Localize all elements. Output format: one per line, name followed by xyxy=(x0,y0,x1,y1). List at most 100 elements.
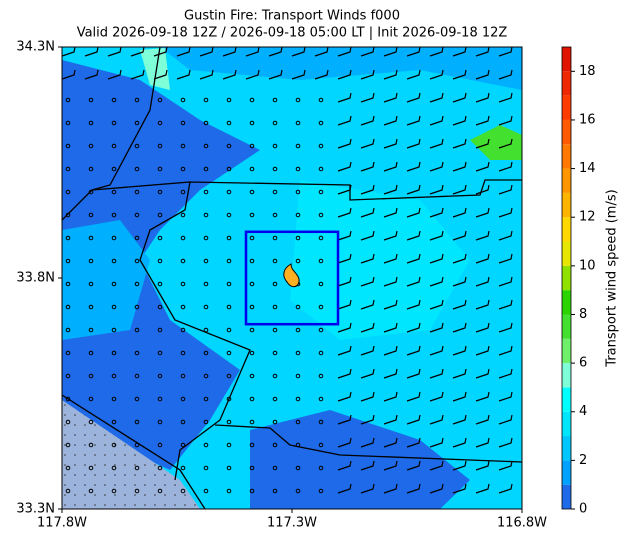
colorbar-segment xyxy=(562,168,571,193)
wind-barb xyxy=(62,47,76,57)
wind-barb xyxy=(360,345,375,356)
wind-barb xyxy=(337,207,352,218)
wind-barb xyxy=(475,483,490,494)
calm-marker xyxy=(318,120,324,126)
wind-barb xyxy=(475,253,490,264)
calm-marker xyxy=(226,258,232,264)
calm-marker xyxy=(295,488,301,494)
calm-marker xyxy=(272,189,278,195)
calm-marker xyxy=(318,419,324,425)
wind-barb xyxy=(107,47,122,57)
wind-barb xyxy=(452,47,467,57)
calm-marker xyxy=(88,419,94,425)
wind-barb xyxy=(383,483,398,494)
wind-barb xyxy=(475,161,490,172)
field-region xyxy=(62,47,522,90)
wind-barb xyxy=(475,368,490,379)
wind-barb xyxy=(406,391,421,402)
calm-marker xyxy=(226,396,232,402)
calm-marker xyxy=(318,143,324,149)
calm-marker xyxy=(88,166,94,172)
wind-barb xyxy=(337,161,352,172)
wind-barb xyxy=(383,368,398,379)
calm-marker xyxy=(88,396,94,402)
calm-marker xyxy=(157,258,163,264)
wind-barb xyxy=(360,115,375,126)
wind-barb xyxy=(291,69,306,80)
map-field xyxy=(62,47,522,509)
calm-marker xyxy=(203,143,209,149)
wind-barb xyxy=(429,414,444,425)
wind-barb xyxy=(337,368,352,379)
wind-barb xyxy=(429,92,444,103)
calm-marker xyxy=(295,373,301,379)
x-tick-label: 116.8W xyxy=(497,516,547,531)
calm-marker xyxy=(272,143,278,149)
calm-marker xyxy=(111,396,117,402)
wind-barb xyxy=(452,391,467,402)
wind-barb xyxy=(406,138,421,149)
wind-barb xyxy=(452,92,467,103)
wind-barb xyxy=(406,345,421,356)
wind-barb xyxy=(475,230,490,241)
calm-marker xyxy=(203,212,209,218)
wind-barb xyxy=(498,47,513,57)
calm-marker xyxy=(134,120,140,126)
wind-barb xyxy=(383,391,398,402)
wind-barb xyxy=(360,414,375,425)
calm-marker xyxy=(111,120,117,126)
wind-barb xyxy=(429,368,444,379)
wind-barb xyxy=(337,253,352,264)
wind-barb xyxy=(360,138,375,149)
calm-marker xyxy=(88,304,94,310)
calm-marker xyxy=(295,350,301,356)
calm-marker xyxy=(65,258,71,264)
wind-barb xyxy=(222,47,237,57)
calm-marker xyxy=(226,212,232,218)
calm-marker xyxy=(203,235,209,241)
calm-marker xyxy=(134,396,140,402)
calm-marker xyxy=(157,304,163,310)
calm-marker xyxy=(157,166,163,172)
calm-marker xyxy=(88,442,94,448)
calm-marker xyxy=(65,350,71,356)
wind-barb xyxy=(429,345,444,356)
calm-marker xyxy=(272,304,278,310)
wind-barb xyxy=(498,368,513,379)
calm-marker xyxy=(111,373,117,379)
calm-marker xyxy=(65,120,71,126)
wind-barb xyxy=(429,115,444,126)
calm-marker xyxy=(203,97,209,103)
calm-marker xyxy=(203,189,209,195)
calm-marker xyxy=(226,373,232,379)
wind-barb xyxy=(84,69,99,80)
calm-marker xyxy=(157,442,163,448)
calm-marker xyxy=(318,350,324,356)
wind-barb xyxy=(498,414,513,425)
colorbar-segment xyxy=(562,119,571,145)
calm-marker xyxy=(157,212,163,218)
fire-icon xyxy=(283,263,300,288)
wind-barb xyxy=(498,230,513,241)
wind-barb xyxy=(268,47,283,57)
calm-marker xyxy=(318,327,324,333)
calm-marker xyxy=(180,488,186,494)
calm-marker xyxy=(295,419,301,425)
wind-barb xyxy=(360,230,375,241)
wind-barb xyxy=(406,483,421,494)
calm-marker xyxy=(157,235,163,241)
calm-marker xyxy=(318,373,324,379)
colorbar-segment xyxy=(562,387,571,412)
calm-marker xyxy=(272,350,278,356)
wind-barb xyxy=(429,138,444,149)
calm-marker xyxy=(249,189,255,195)
calm-marker xyxy=(203,396,209,402)
calm-marker xyxy=(272,488,278,494)
colorbar-tick-label: 0 xyxy=(579,502,587,517)
calm-marker xyxy=(134,419,140,425)
wind-barb xyxy=(475,138,490,149)
colorbar-segment xyxy=(562,363,571,388)
calm-marker xyxy=(318,304,324,310)
calm-marker xyxy=(111,258,117,264)
calm-marker xyxy=(180,396,186,402)
